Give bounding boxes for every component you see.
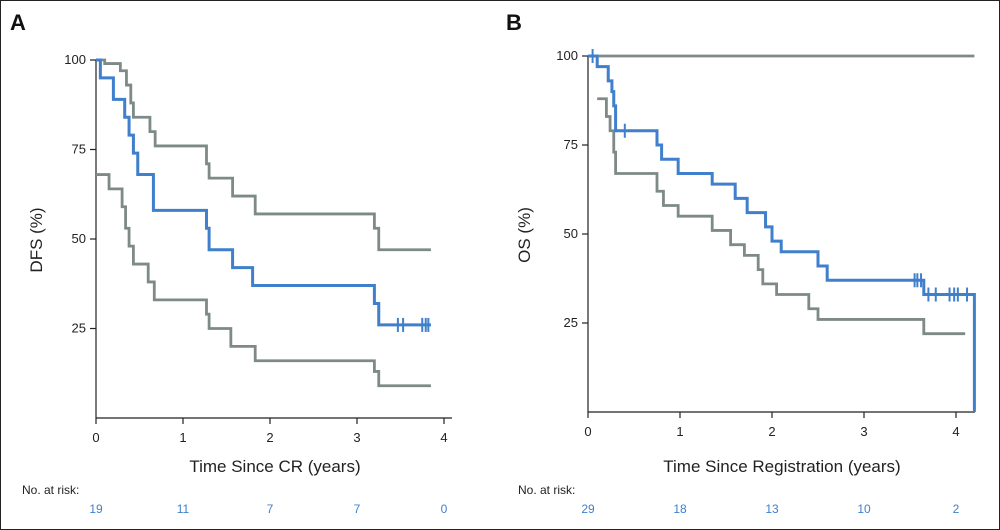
series-line-ci-lower xyxy=(597,97,966,336)
risk-count: 2 xyxy=(953,502,960,516)
panel-b-chart: B 25 50 75 100 0 1 2 3 4 OS (%) Time Since Regi… xyxy=(506,10,976,516)
y-tick-label: 75 xyxy=(564,137,578,152)
panel-b-y-axis-label: OS (%) xyxy=(515,207,534,263)
risk-count: 7 xyxy=(354,502,361,516)
panel-a-risk-title: No. at risk: xyxy=(22,483,79,497)
series-line-estimate xyxy=(588,54,976,412)
x-tick-label: 2 xyxy=(266,430,273,445)
x-tick-label: 0 xyxy=(584,424,591,439)
y-tick-label: 100 xyxy=(556,48,578,63)
y-tick-label: 75 xyxy=(72,142,86,157)
panel-b-risk-title: No. at risk: xyxy=(518,483,575,497)
series-line-ci-lower xyxy=(96,173,431,388)
x-tick-label: 3 xyxy=(860,424,867,439)
y-tick-label: 50 xyxy=(564,226,578,241)
x-tick-label: 1 xyxy=(676,424,683,439)
risk-count: 7 xyxy=(267,502,274,516)
x-tick-label: 3 xyxy=(353,430,360,445)
panel-a-y-axis-label: DFS (%) xyxy=(27,207,46,272)
y-tick-label: 25 xyxy=(72,321,86,336)
panel-b-x-axis-label: Time Since Registration (years) xyxy=(663,457,900,476)
x-tick-label: 0 xyxy=(92,430,99,445)
risk-count: 19 xyxy=(89,502,103,516)
x-tick-label: 2 xyxy=(768,424,775,439)
risk-count: 10 xyxy=(857,502,871,516)
panel-b-letter: B xyxy=(506,10,522,35)
panel-a-letter: A xyxy=(10,10,26,35)
risk-count: 11 xyxy=(177,502,190,516)
risk-count: 13 xyxy=(765,502,779,516)
risk-count: 18 xyxy=(673,502,687,516)
x-tick-label: 1 xyxy=(179,430,186,445)
x-tick-label: 4 xyxy=(952,424,959,439)
series-line-ci-upper xyxy=(96,58,431,252)
y-tick-label: 100 xyxy=(64,52,86,67)
risk-count: 29 xyxy=(581,502,595,516)
y-tick-label: 25 xyxy=(564,315,578,330)
y-tick-label: 50 xyxy=(72,231,86,246)
x-tick-label: 4 xyxy=(440,430,447,445)
panel-a-x-axis-label: Time Since CR (years) xyxy=(189,457,360,476)
series-line-estimate xyxy=(96,58,431,327)
panel-a-chart: A 25 50 75 100 0 1 2 3 4 DFS (%) Time Since CR … xyxy=(10,10,452,516)
risk-count: 0 xyxy=(441,502,448,516)
